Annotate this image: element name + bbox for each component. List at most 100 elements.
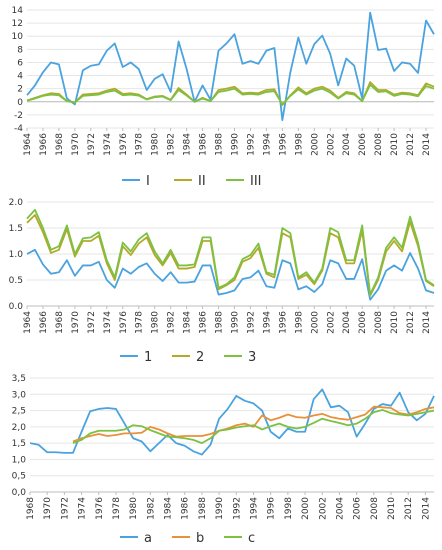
x-tick-label: 1984 [183, 133, 193, 156]
x-tick-label: 2000 [310, 311, 320, 334]
series-line-c [72, 409, 435, 445]
x-tick-label: 1980 [129, 497, 139, 520]
x-tick-label: 2010 [390, 133, 400, 156]
x-tick-label: 2014 [421, 497, 431, 520]
series-line-a [29, 388, 435, 456]
x-tick-label: 1972 [87, 133, 97, 156]
x-tick-label: 1970 [71, 311, 81, 334]
y-tick-label: 12 [12, 19, 23, 29]
x-tick-label: 1992 [246, 133, 256, 156]
y-tick-label: 8 [17, 45, 23, 55]
y-tick-label: 4 [17, 72, 23, 82]
x-tick-label: 1986 [199, 311, 209, 334]
x-tick-label: 1972 [87, 311, 97, 334]
x-tick-label: 1980 [151, 133, 161, 156]
x-tick-label: 2006 [353, 497, 363, 520]
x-tick-label: 1968 [55, 133, 65, 156]
y-tick-label: 3,0 [12, 390, 27, 400]
x-tick-label: 1976 [95, 497, 105, 520]
x-tick-label: 2008 [370, 497, 380, 520]
x-tick-label: 2014 [422, 133, 432, 156]
y-tick-label: 6 [17, 58, 23, 68]
x-tick-label: 1978 [135, 133, 145, 156]
x-tick-label: 2004 [335, 497, 345, 520]
y-tick-label: 0.0 [9, 302, 24, 312]
x-tick-label: 1992 [246, 311, 256, 334]
x-tick-label: 1968 [26, 497, 36, 520]
x-tick-label: 1972 [60, 497, 70, 520]
chart-2: 0.0 0.5 1.0 1.5 2.0 1964 1966 1968 1970 1972 1974 1… [9, 198, 435, 365]
x-tick-label: 1994 [249, 497, 259, 520]
x-tick-label: 1998 [294, 311, 304, 334]
y-tick-label: 3,5 [12, 374, 26, 384]
x-tick-label: 2000 [310, 133, 320, 156]
x-tick-label: 1974 [78, 497, 88, 520]
legend-label-a: a [144, 531, 152, 546]
y-tick-label: 0,0 [12, 488, 27, 498]
x-tick-label: 1988 [215, 133, 225, 156]
x-tick-label: 2012 [406, 311, 416, 334]
x-tick-label: 1994 [262, 133, 272, 156]
x-tick-label: 1974 [103, 311, 113, 334]
x-tick-label: 2002 [318, 497, 328, 520]
series-line-b [72, 405, 435, 443]
y-tick-label: -4 [14, 124, 23, 134]
y-tick-label: 1,0 [12, 455, 27, 465]
x-tick-label: 1990 [230, 311, 240, 334]
x-tick-label: 2004 [342, 311, 352, 334]
x-tick-label: 1978 [112, 497, 122, 520]
x-tick-label: 2008 [374, 133, 384, 156]
y-tick-label: 2 [17, 85, 23, 95]
x-tick-label: 1976 [119, 133, 129, 156]
x-tick-label: 1964 [23, 311, 33, 334]
y-tick-label: 2,0 [12, 423, 27, 433]
x-tick-label: 1986 [181, 497, 191, 520]
legend-label-b: b [196, 531, 204, 546]
y-tick-label: 2,5 [12, 407, 26, 417]
legend-label-1: 1 [144, 350, 152, 365]
x-tick-label: 1966 [39, 133, 49, 156]
x-tick-label: 1996 [267, 497, 277, 520]
y-tick-label: 0 [17, 98, 23, 108]
series-line-3 [26, 208, 435, 296]
legend-label-2: 2 [196, 350, 204, 365]
y-tick-label: -2 [14, 111, 23, 121]
x-tick-label: 2010 [387, 497, 397, 520]
x-tick-label: 1984 [183, 311, 193, 334]
x-tick-label: 1986 [199, 133, 209, 156]
y-tick-label: 10 [12, 32, 24, 42]
y-tick-label: 1,5 [12, 439, 26, 449]
x-tick-label: 2014 [422, 311, 432, 334]
x-tick-label: 1988 [198, 497, 208, 520]
y-tick-label: 2.0 [9, 198, 24, 208]
y-tick-label: 1.5 [9, 224, 23, 234]
x-tick-label: 2006 [358, 133, 368, 156]
x-tick-label: 1970 [43, 497, 53, 520]
x-tick-label: 1996 [278, 311, 288, 334]
x-tick-label: 1964 [23, 133, 33, 156]
y-tick-label: 0.5 [9, 276, 23, 286]
x-tick-label: 1990 [230, 133, 240, 156]
x-tick-label: 2000 [301, 497, 311, 520]
x-tick-label: 2002 [326, 311, 336, 334]
x-tick-label: 1982 [167, 311, 177, 334]
legend-label-3: 3 [248, 350, 256, 365]
x-tick-label: 1998 [284, 497, 294, 520]
x-tick-label: 1996 [278, 133, 288, 156]
series-line-1 [26, 248, 435, 301]
x-tick-label: 2012 [406, 133, 416, 156]
chart-3: 0,0 0,5 1,0 1,5 2,0 2,5 3,0 3,5 1968 1970 1972 1974… [12, 374, 435, 546]
x-tick-label: 1974 [103, 133, 113, 156]
x-tick-label: 1982 [146, 497, 156, 520]
x-tick-label: 1990 [215, 497, 225, 520]
x-tick-label: 1984 [164, 497, 174, 520]
x-tick-label: 1980 [151, 311, 161, 334]
y-tick-label: 1.0 [9, 250, 24, 260]
series-line-I [26, 11, 435, 122]
x-tick-label: 1966 [39, 311, 49, 334]
y-tick-label: 0,5 [12, 472, 26, 482]
series-line-2 [26, 214, 435, 297]
legend-label-III: III [250, 174, 262, 189]
x-tick-label: 1976 [119, 311, 129, 334]
